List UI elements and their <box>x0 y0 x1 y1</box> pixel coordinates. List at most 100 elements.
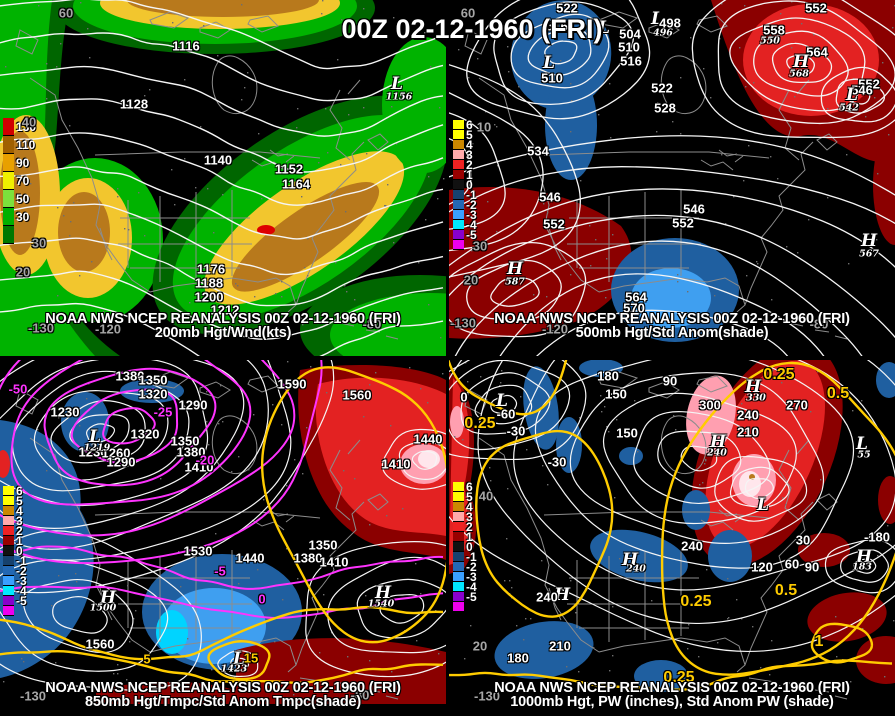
legend-entry: 0 <box>453 540 477 554</box>
legend-swatch <box>3 506 14 516</box>
panel-500mb: 6 5 4 3 2 1 0 -1 -2 -3 -4 -5 522 516 L 504 L 498 496 510 51… <box>449 0 895 356</box>
legend-swatch <box>453 150 464 160</box>
legend-1000mb: 6 5 4 3 2 1 0 -1 -2 -3 -4 -5 <box>453 481 477 612</box>
legend-swatch <box>453 170 464 180</box>
legend-swatch <box>453 210 464 220</box>
legend-swatch <box>453 592 464 602</box>
contour-layer <box>449 360 895 698</box>
legend-swatch <box>453 522 464 532</box>
caption-1000mb: NOAA NWS NCEP REANALYSIS 00Z 02-12-1960 … <box>449 680 895 710</box>
legend-swatch <box>3 596 14 606</box>
legend-label: -1 <box>466 188 477 202</box>
legend-entry: 5 <box>453 128 477 142</box>
legend-label: 130 <box>16 120 37 134</box>
legend-label: 6 <box>16 484 23 498</box>
legend-entry <box>453 240 477 250</box>
caption-500mb: NOAA NWS NCEP REANALYSIS 00Z 02-12-1960 … <box>449 311 895 341</box>
legend-swatch <box>453 120 464 130</box>
map-1000mb <box>449 360 895 700</box>
legend-label: -2 <box>466 560 477 574</box>
legend-swatch <box>3 546 14 556</box>
legend-label: -4 <box>466 580 477 594</box>
legend-entry: -5 <box>453 229 477 241</box>
legend-label: 2 <box>16 524 23 538</box>
legend-entry: 1 <box>453 530 477 544</box>
legend-label: -2 <box>466 198 477 212</box>
legend-label: 4 <box>466 500 473 514</box>
legend-swatch <box>453 532 464 542</box>
caption-line1: NOAA NWS NCEP REANALYSIS 00Z 02-12-1960 … <box>494 311 850 327</box>
legend-label: 110 <box>16 138 36 152</box>
legend-entry: 130 <box>3 118 36 136</box>
legend-entry: 0 <box>3 544 27 558</box>
legend-swatch <box>3 226 14 244</box>
legend-entry <box>453 602 477 612</box>
legend-850mb: 6 5 4 3 2 1 0 -1 -2 -3 -4 -5 <box>3 484 27 616</box>
legend-label: 5 <box>466 128 473 142</box>
legend-swatch <box>453 140 464 150</box>
legend-entry: 110 <box>3 136 36 154</box>
legend-swatch <box>3 190 14 208</box>
legend-label: -3 <box>16 574 27 588</box>
caption-line1: NOAA NWS NCEP REANALYSIS 00Z 02-12-1960 … <box>494 680 850 696</box>
legend-entry: -3 <box>453 571 477 583</box>
legend-entry: -3 <box>453 209 477 221</box>
legend-entry: -1 <box>453 188 477 202</box>
caption-line2: 1000mb Hgt, PW (inches), Std Anom PW (sh… <box>510 694 834 710</box>
legend-swatch <box>3 136 14 154</box>
legend-label: 50 <box>16 192 30 206</box>
legend-label: 0 <box>466 540 473 554</box>
legend-label: 2 <box>466 158 473 172</box>
legend-swatch <box>453 572 464 582</box>
legend-swatch <box>3 556 14 566</box>
legend-label: 3 <box>466 148 473 162</box>
legend-label: 4 <box>466 138 473 152</box>
legend-swatch <box>3 606 14 616</box>
legend-entry: 1 <box>453 169 477 181</box>
legend-swatch <box>3 576 14 586</box>
legend-entry: 3 <box>453 148 477 162</box>
legend-entry: 1 <box>3 535 27 547</box>
shading-layer <box>0 0 446 356</box>
legend-entry <box>3 606 27 616</box>
legend-label: -5 <box>466 590 477 604</box>
legend-swatch <box>3 566 14 576</box>
legend-swatch <box>3 208 14 226</box>
legend-entry: 0 <box>453 178 477 192</box>
legend-label: 0 <box>466 178 473 192</box>
caption-line2: 850mb Hgt/Tmpc/Std Anom Tmpc(shade) <box>84 694 362 710</box>
map-850mb <box>0 360 446 704</box>
shading-layer <box>449 0 895 342</box>
legend-swatch <box>453 552 464 562</box>
legend-swatch <box>453 542 464 552</box>
legend-entry: -5 <box>3 595 27 607</box>
legend-swatch <box>453 492 464 502</box>
legend-entry: 5 <box>3 495 27 507</box>
legend-entry: 3 <box>3 515 27 527</box>
legend-swatch <box>3 516 14 526</box>
legend-swatch <box>453 190 464 200</box>
legend-swatch <box>3 536 14 546</box>
legend-label: 0 <box>16 544 23 558</box>
legend-label: 1 <box>466 530 473 544</box>
legend-entry: -4 <box>3 585 27 597</box>
legend-label: 70 <box>16 174 30 188</box>
legend-entry <box>3 226 36 244</box>
legend-swatch <box>3 154 14 172</box>
legend-entry: 4 <box>3 504 27 518</box>
legend-label: 4 <box>16 504 23 518</box>
legend-entry: 6 <box>453 481 477 493</box>
legend-swatch <box>3 118 14 136</box>
legend-entry: 2 <box>3 524 27 538</box>
panel-1000mb: 6 5 4 3 2 1 0 -1 -2 -3 -4 -5 180 90 150 150 0 L -60 -30 -30… <box>449 360 895 716</box>
legend-entry: 5 <box>453 491 477 503</box>
map-200mb <box>0 0 446 356</box>
legend-entry: 70 <box>3 172 36 190</box>
legend-entry: 4 <box>453 500 477 514</box>
legend-swatch <box>3 486 14 496</box>
legend-entry: -2 <box>453 560 477 574</box>
legend-label: -4 <box>466 218 477 232</box>
legend-entry: 2 <box>453 158 477 172</box>
legend-label: -1 <box>16 554 27 568</box>
legend-swatch <box>3 586 14 596</box>
